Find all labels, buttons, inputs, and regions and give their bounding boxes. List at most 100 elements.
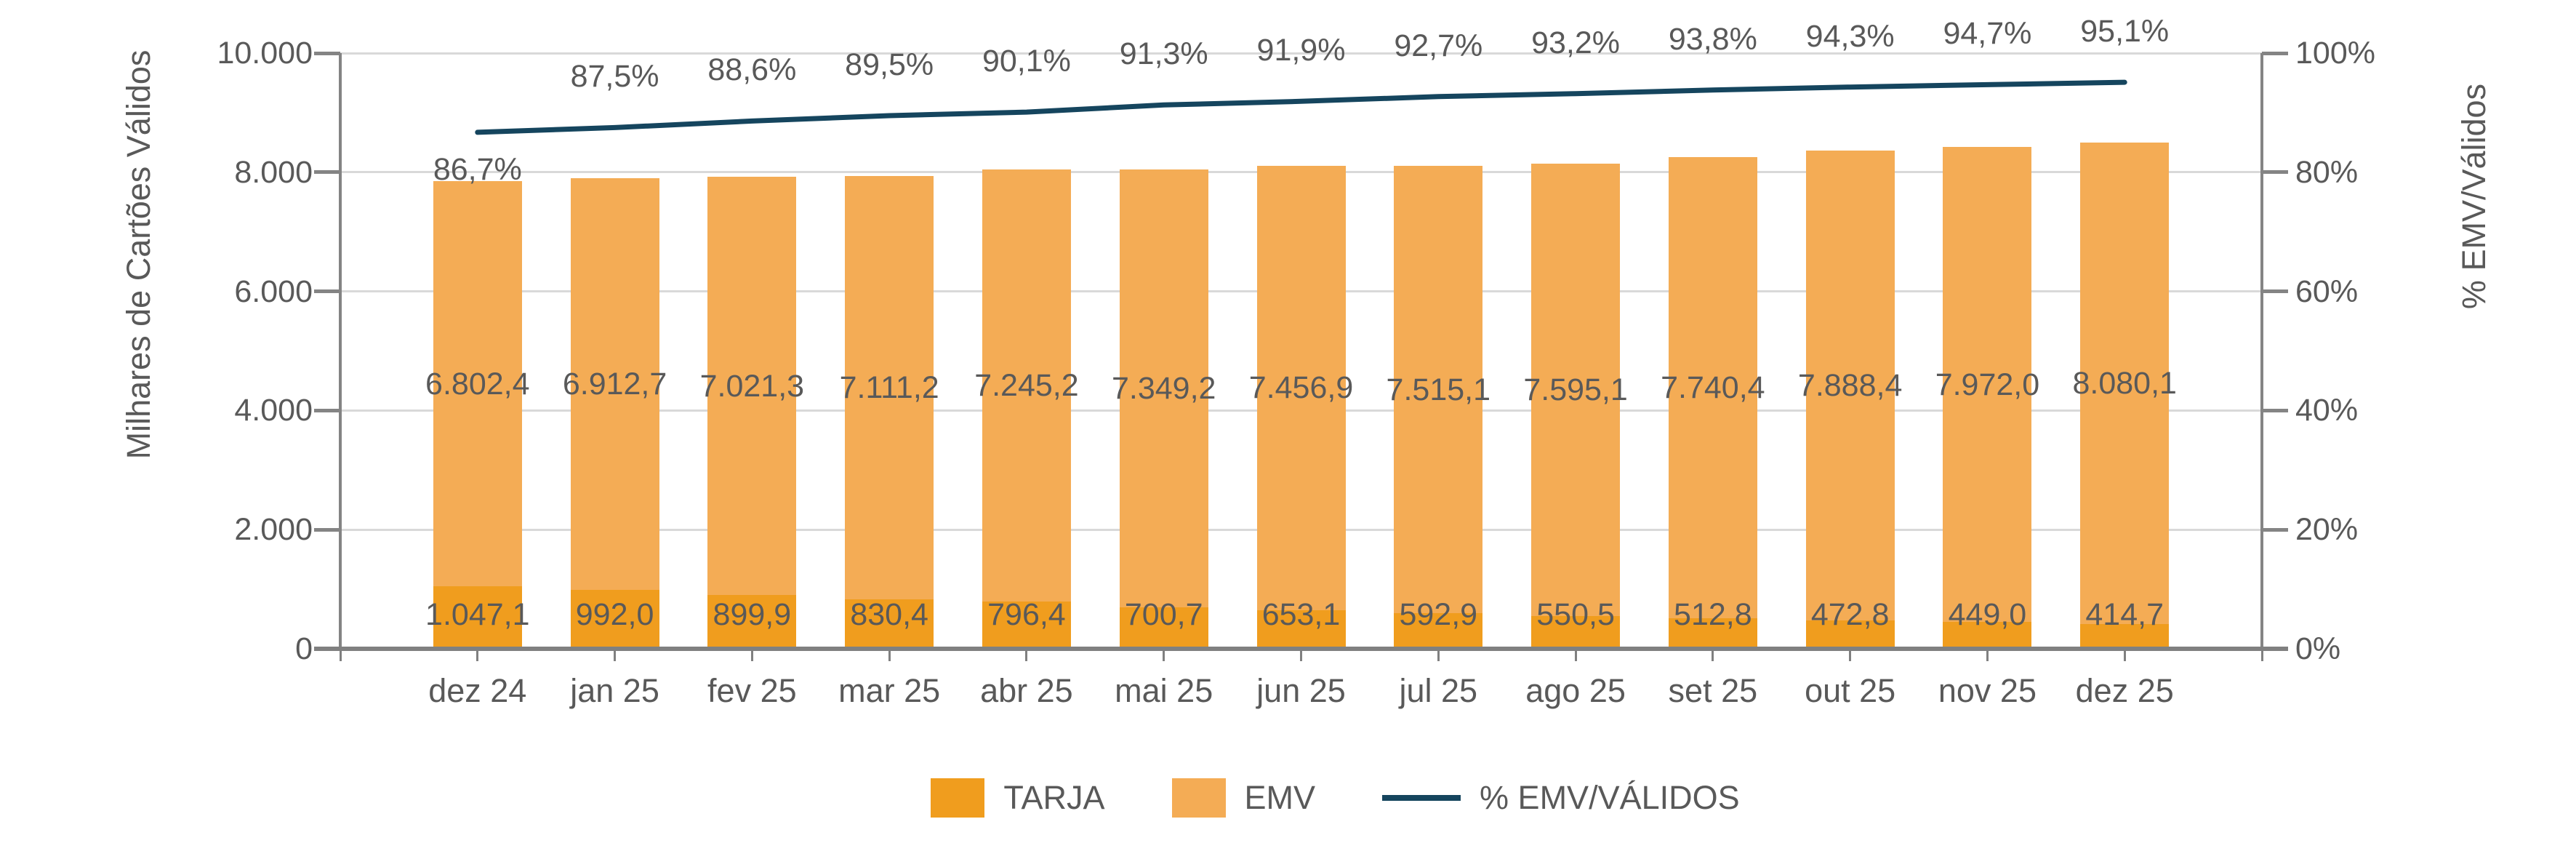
left-axis-tick-label: 0	[295, 631, 313, 666]
left-axis-tick	[314, 527, 340, 532]
tarja-bar-segment	[1943, 622, 2032, 649]
tarja-value-label: 700,7	[1124, 597, 1203, 632]
emv-value-label: 7.595,1	[1523, 372, 1628, 407]
legend-label-emv: EMV	[1244, 779, 1316, 816]
tarja-bar-segment	[1256, 610, 1346, 649]
emv-bar-segment	[1531, 163, 1621, 616]
right-axis-tick-label: 40%	[2295, 393, 2359, 428]
tarja-bar-segment	[845, 599, 934, 649]
percent-label: 95,1%	[2080, 14, 2170, 49]
legend-item-tarja: TARJA	[931, 778, 1105, 818]
percent-label: 93,2%	[1531, 25, 1621, 60]
percent-label: 94,7%	[1943, 16, 2032, 52]
left-axis-line	[339, 53, 342, 649]
x-axis-tick	[1437, 649, 1440, 661]
left-axis-tick-label: 8.000	[234, 154, 313, 190]
left-axis-tick	[314, 408, 340, 412]
category-label: dez 24	[428, 672, 527, 709]
legend: TARJA EMV % EMV/VÁLIDOS	[0, 772, 2576, 823]
x-axis-tick	[1849, 649, 1852, 661]
emv-swatch-icon	[1171, 778, 1226, 818]
category-label: mai 25	[1115, 672, 1213, 709]
category-label: mar 25	[838, 672, 941, 709]
right-axis-tick	[2262, 527, 2288, 532]
category-label: nov 25	[1938, 672, 2037, 709]
right-axis-tick-label: 60%	[2295, 273, 2359, 309]
category-label: fev 25	[707, 672, 797, 709]
emv-value-label: 7.021,3	[699, 368, 805, 404]
tarja-bar-segment	[982, 601, 1071, 649]
gridline	[340, 52, 2262, 55]
x-axis-tick	[476, 649, 479, 661]
tarja-value-label: 414,7	[2085, 597, 2164, 632]
tarja-bar-segment	[1805, 620, 1895, 649]
percent-label: 88,6%	[707, 52, 797, 88]
tarja-value-label: 1.047,1	[425, 597, 530, 632]
left-axis-tick-label: 10.000	[217, 36, 313, 71]
emv-value-label: 7.111,2	[839, 369, 939, 405]
tarja-value-label: 592,9	[1399, 597, 1478, 632]
percent-label: 91,9%	[1256, 33, 1346, 68]
percent-label: 86,7%	[433, 151, 522, 187]
emv-bar-segment	[2080, 143, 2170, 625]
left-axis-tick-label: 6.000	[234, 273, 313, 309]
tarja-bar-segment	[570, 589, 659, 649]
right-axis-tick-label: 100%	[2295, 36, 2375, 71]
x-axis-tick	[1712, 649, 1714, 661]
right-axis-tick	[2262, 170, 2288, 175]
emv-bar-segment	[1256, 165, 1346, 610]
emv-value-label: 7.515,1	[1386, 372, 1491, 407]
emv-bar-segment	[845, 175, 934, 599]
left-axis-tick	[314, 289, 340, 294]
category-label: out 25	[1805, 672, 1896, 709]
tarja-bar-segment	[1119, 607, 1208, 649]
percent-label: 90,1%	[982, 44, 1071, 79]
tarja-value-label: 899,9	[713, 597, 792, 632]
x-axis-tick	[1986, 649, 1989, 661]
left-axis-tick	[314, 170, 340, 175]
percent-label: 94,3%	[1805, 18, 1895, 54]
emv-bar-segment	[1943, 147, 2032, 623]
left-axis-tick-label: 2.000	[234, 512, 313, 548]
emv-bar-segment	[1805, 151, 1895, 621]
tarja-value-label: 472,8	[1810, 597, 1890, 632]
category-label: ago 25	[1525, 672, 1626, 709]
category-label: jun 25	[1256, 672, 1346, 709]
emv-value-label: 7.888,4	[1797, 368, 1903, 404]
emv-value-label: 6.802,4	[425, 366, 530, 401]
percent-line	[475, 79, 2127, 135]
x-axis-tick	[1300, 649, 1302, 661]
emv-bar-segment	[1394, 165, 1483, 614]
percent-label: 92,7%	[1394, 28, 1483, 63]
tarja-bar-segment	[433, 586, 522, 649]
tarja-value-label: 449,0	[1948, 597, 2027, 632]
emv-value-label: 7.740,4	[1661, 370, 1765, 406]
tarja-value-label: 653,1	[1261, 597, 1341, 632]
category-label: jan 25	[570, 672, 659, 709]
right-axis-tick	[2262, 51, 2288, 55]
emv-bar-segment	[1668, 157, 1757, 618]
emv-value-label: 7.349,2	[1111, 370, 1216, 406]
legend-label-tarja: TARJA	[1003, 779, 1105, 816]
emv-value-label: 8.080,1	[2072, 366, 2177, 401]
tarja-bar-segment	[707, 595, 797, 649]
tarja-value-label: 830,4	[850, 597, 928, 632]
category-label: set 25	[1668, 672, 1758, 709]
tarja-bar-segment	[2080, 624, 2170, 649]
tarja-bar-segment	[1394, 613, 1483, 649]
emv-bar-segment	[982, 169, 1071, 602]
legend-item-line: % EMV/VÁLIDOS	[1382, 779, 1740, 817]
right-axis-tick	[2262, 408, 2288, 412]
category-label: abr 25	[980, 672, 1073, 709]
x-axis-tick	[614, 649, 617, 661]
emv-bar-segment	[433, 181, 522, 587]
tarja-bar-segment	[1531, 615, 1621, 649]
x-axis-tick	[1574, 649, 1577, 661]
tarja-bar-segment	[1668, 618, 1757, 649]
line-sample-icon	[1382, 795, 1461, 801]
legend-item-emv: EMV	[1171, 778, 1316, 818]
right-axis-tick-label: 20%	[2295, 512, 2359, 548]
x-axis-tick	[888, 649, 891, 661]
x-axis-tick	[1163, 649, 1165, 661]
x-axis-tick	[2123, 649, 2126, 661]
